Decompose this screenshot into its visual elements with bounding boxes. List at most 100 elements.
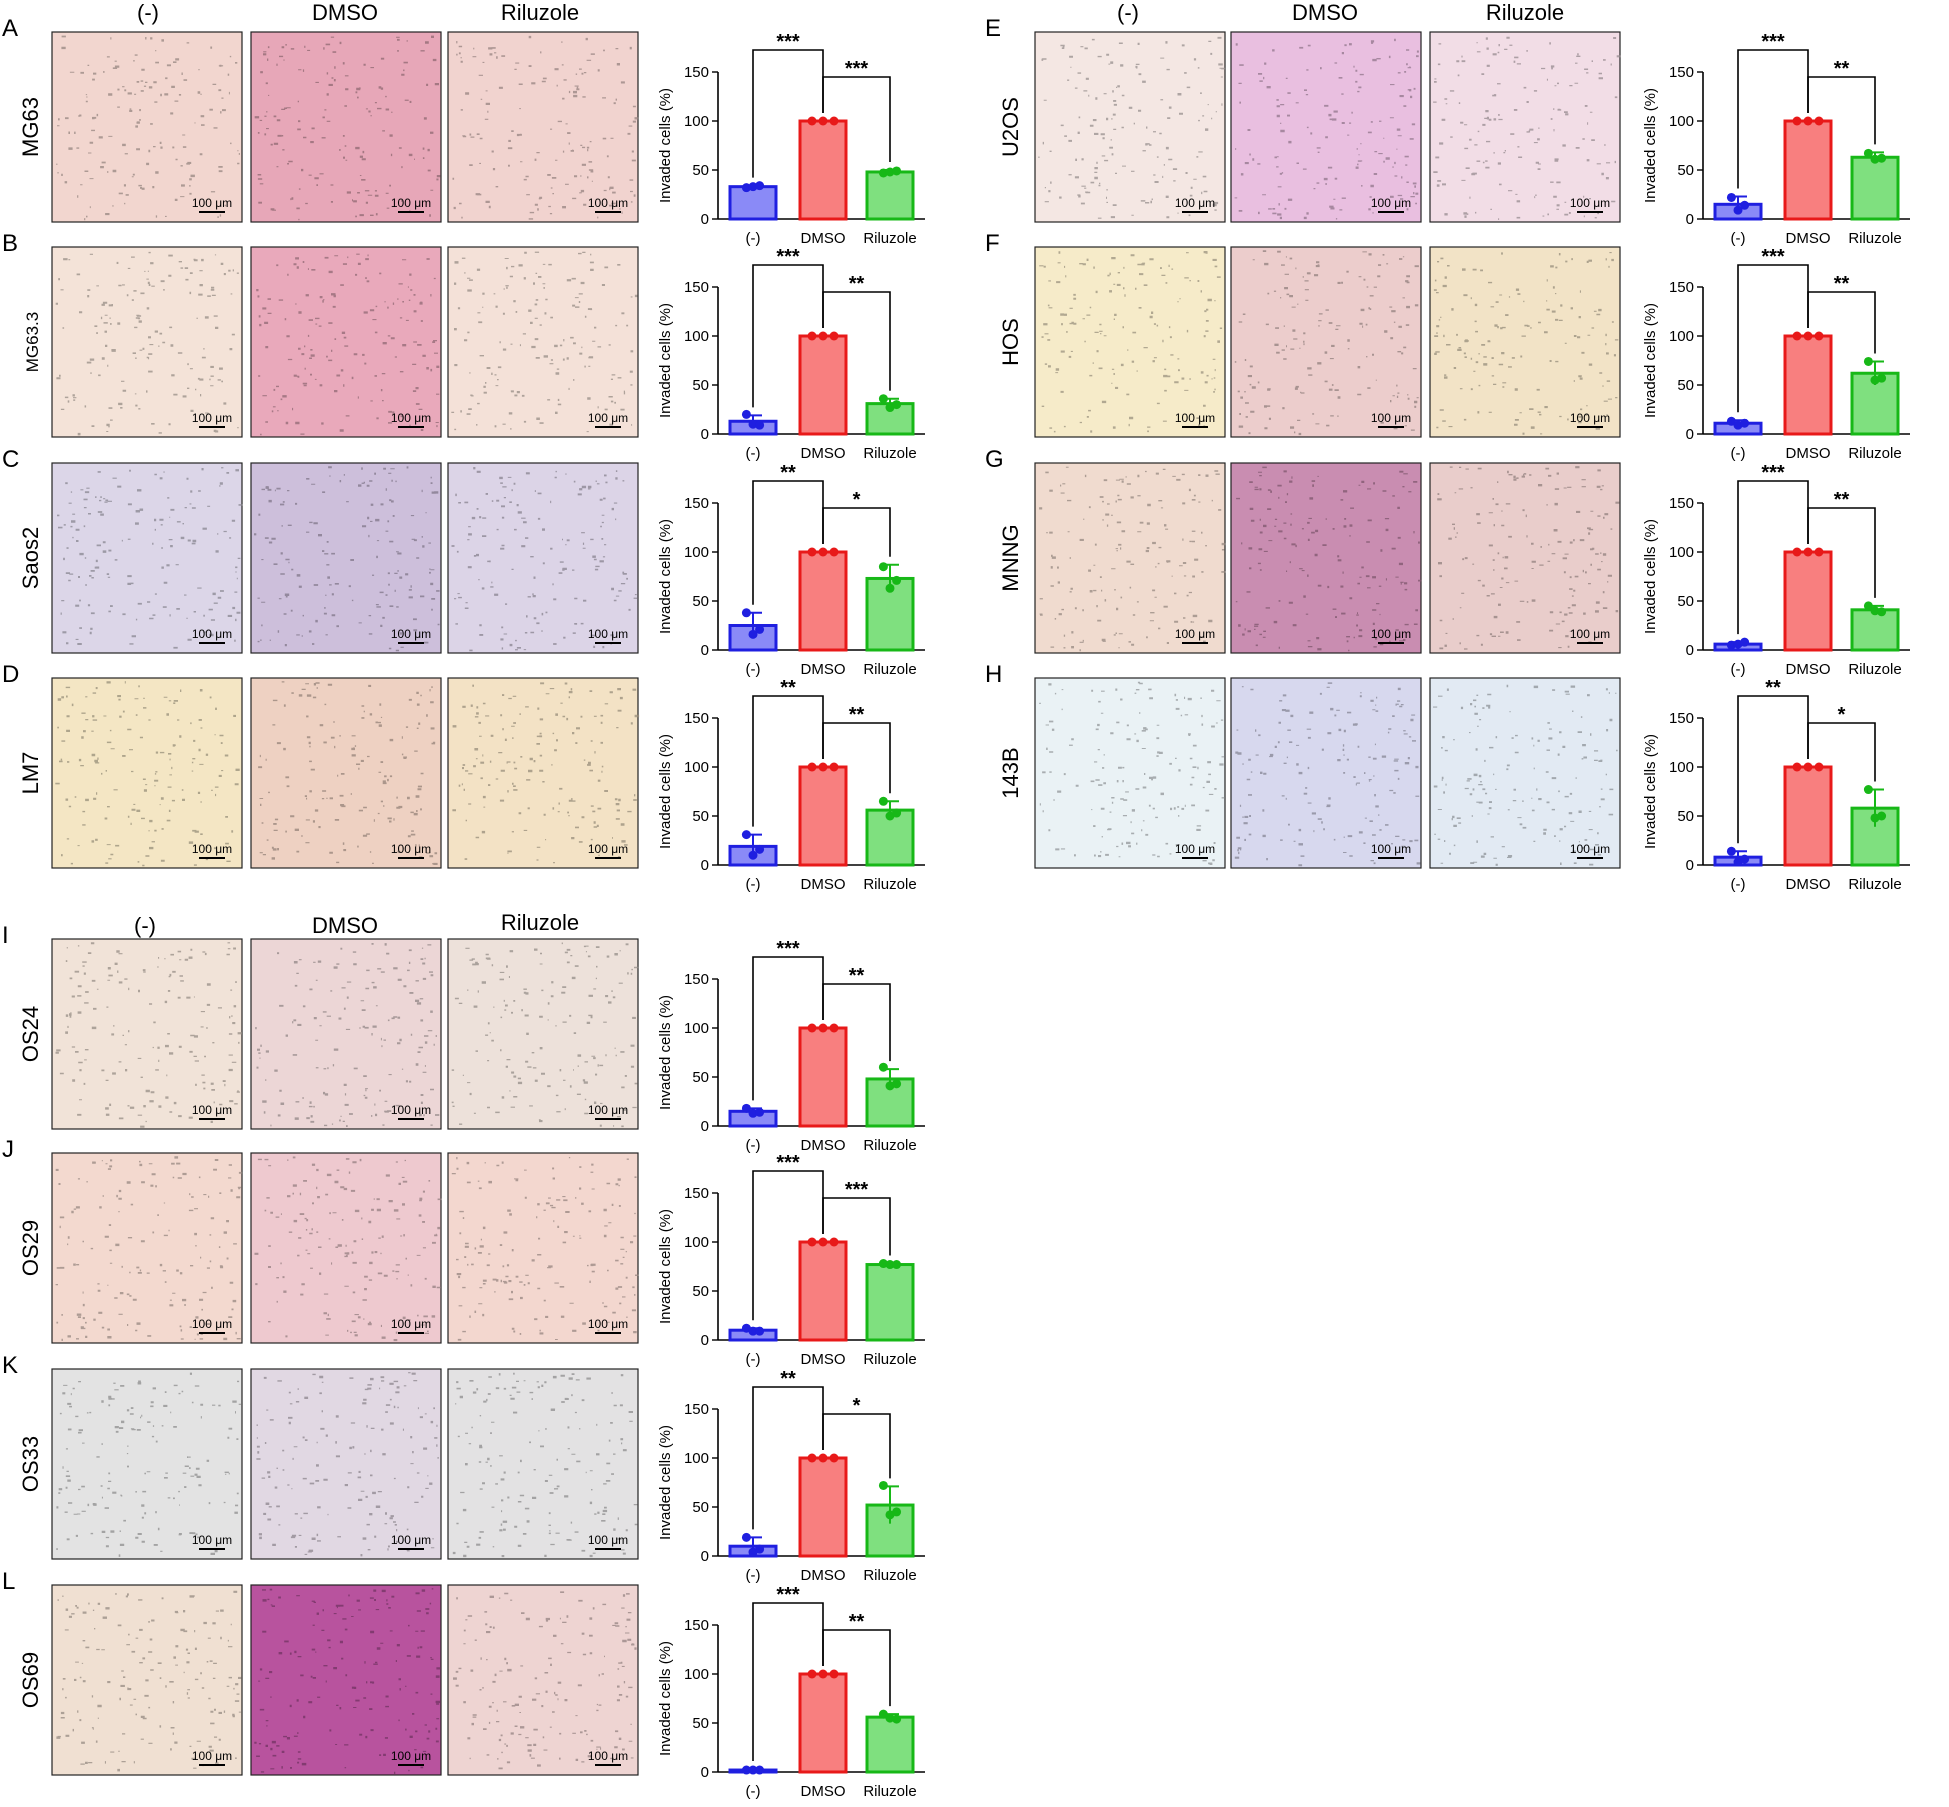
y-tick-label: 150 [1669,279,1694,296]
scale-bar-label: 100 μm [192,1749,232,1763]
data-point [829,331,839,341]
scale-bar-label: 100 μm [192,196,232,210]
y-axis-label: Invaded cells (%) [1642,88,1659,203]
scale-bar-label: 100 μm [588,842,628,856]
y-tick-label: 50 [692,593,709,610]
panel-letter: F [985,230,1000,257]
data-point [818,1023,828,1033]
data-point [892,166,902,176]
significance-label: *** [776,31,800,53]
y-tick-label: 150 [684,1401,709,1418]
cell-line-label: OS29 [18,1220,43,1276]
x-tick-label: Riluzole [863,1567,916,1584]
micrograph-image [1034,677,1226,869]
bar-riluzole [865,170,915,221]
significance-label: ** [780,677,796,699]
y-axis-label: Invaded cells (%) [657,995,674,1110]
micrograph-image [250,938,442,1130]
panel-g: G MNNG 100 μm 100 μm 100 μm 0 50 100 150 Invaded … [985,446,1910,678]
panel-letter: I [2,922,9,949]
y-tick-label: 0 [1686,426,1694,443]
micrograph-dmso: 100 μm [250,938,442,1130]
micrograph-neg: 100 μm [51,246,243,438]
micrograph-image [51,1368,243,1560]
y-axis-label: Invaded cells (%) [1642,519,1659,634]
micrograph-image [250,246,442,438]
data-point [892,1507,902,1517]
data-point [1726,846,1736,856]
bar-chart: 0 50 100 150 Invaded cells (%) (-) DMSO Riluzol… [657,1152,925,1368]
data-point [741,1103,751,1113]
micrograph-image [250,462,442,654]
cell-line-label: MNNG [998,524,1023,591]
y-tick-label: 50 [1677,808,1694,825]
y-tick-label: 150 [1669,64,1694,81]
data-point [885,1713,895,1723]
micrograph-dmso: 100 μm [1230,677,1422,869]
data-point [741,1765,751,1775]
x-tick-label: DMSO [801,1567,846,1584]
micrograph-image [1230,246,1422,438]
panel-a: A MG63 100 μm 100 μm 100 μm 0 50 100 150 Invaded … [2,15,925,247]
micrograph-neg: 100 μm [51,1152,243,1344]
panel-l: L OS69 100 μm 100 μm 100 μm 0 50 100 150 Invaded … [2,1568,925,1800]
data-point [1803,116,1813,126]
scale-bar-label: 100 μm [391,1749,431,1763]
micrograph-riluzole: 100 μm [447,938,639,1130]
data-point [818,1669,828,1679]
panel-h: H 143B 100 μm 100 μm 100 μm 0 50 100 150 Invaded … [985,661,1910,893]
data-point [878,168,888,178]
x-tick-label: Riluzole [863,661,916,678]
data-point [892,400,902,410]
y-tick-label: 0 [701,857,709,874]
data-point [829,1669,839,1679]
panel-letter: E [985,15,1001,42]
micrograph-image [1034,31,1226,223]
data-point [1803,331,1813,341]
cell-stain-texture [453,1591,637,1770]
micrograph-image [51,31,243,223]
data-point [748,1326,758,1336]
micrograph-image [447,462,639,654]
y-tick-label: 100 [684,113,709,130]
data-point [1870,154,1880,164]
panels-layer: A MG63 100 μm 100 μm 100 μm 0 50 100 150 Invaded … [2,15,1910,1800]
x-tick-label: (-) [746,1137,761,1154]
panel-d: D LM7 100 μm 100 μm 100 μm 0 50 100 150 Invaded c… [2,661,925,893]
x-tick-label: (-) [746,876,761,893]
cell-stain-texture [1234,38,1419,220]
significance-label: * [1838,704,1846,726]
data-point [878,1480,888,1490]
micrograph-riluzole: 100 μm [1429,31,1621,223]
data-point [1863,148,1873,158]
bar-dmso [1783,765,1833,867]
data-point [1814,547,1824,557]
data-point [807,1237,817,1247]
micrograph-image [1034,462,1226,654]
column-header-dmso: DMSO [312,913,378,938]
micrograph-image [1429,31,1621,223]
data-point [755,1544,765,1554]
bar-dmso [798,1456,848,1558]
data-point [892,575,902,585]
significance-bracket [822,291,891,391]
data-point [878,1062,888,1072]
y-axis-label: Invaded cells (%) [657,88,674,203]
scale-bar-label: 100 μm [1570,196,1610,210]
cell-stain-texture [55,942,242,1128]
column-header-dmso: DMSO [312,0,378,25]
significance-label: *** [1761,31,1785,53]
y-tick-label: 100 [684,1666,709,1683]
y-tick-label: 100 [684,544,709,561]
panel-letter: D [2,661,19,688]
data-point [1863,356,1873,366]
micrograph-image [51,677,243,869]
data-point [755,1765,765,1775]
data-point [878,562,888,572]
micrograph-riluzole: 100 μm [1429,246,1621,438]
bar-chart: 0 50 100 150 Invaded cells (%) (-) DMSO Riluzol… [657,1584,925,1800]
data-point [829,116,839,126]
cell-line-label: HOS [998,318,1023,366]
x-tick-label: DMSO [801,1783,846,1800]
